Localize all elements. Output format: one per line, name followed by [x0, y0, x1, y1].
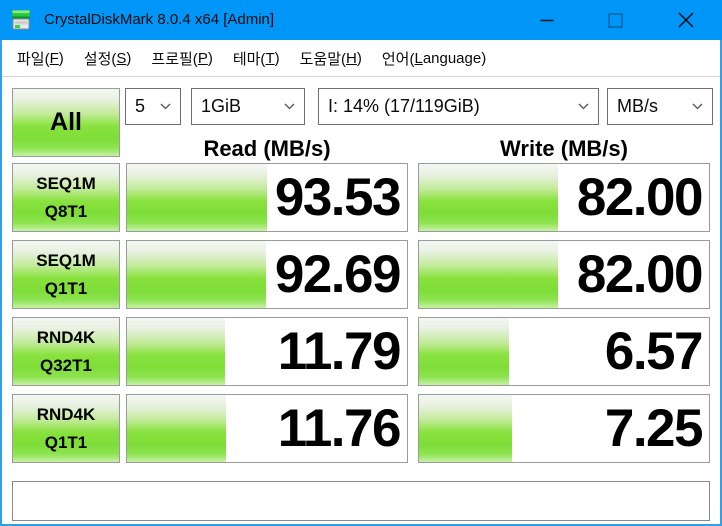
meter-fill-bar	[419, 318, 509, 385]
write-meter: 6.57	[418, 317, 710, 386]
test-label-line2: Q1T1	[44, 432, 88, 452]
write-meter: 82.00	[418, 240, 710, 309]
menu-text: )	[356, 49, 362, 67]
read-value: 11.76	[277, 399, 402, 458]
read-meter: 93.53	[126, 163, 408, 232]
menu-text: 설정(	[83, 50, 117, 68]
read-value: 11.79	[277, 322, 402, 381]
close-button[interactable]	[663, 0, 709, 40]
chevron-down-icon	[578, 103, 589, 110]
run-all-button[interactable]: All	[12, 88, 120, 157]
meter-fill-bar	[127, 318, 225, 385]
menu-text: 도움말(	[299, 50, 347, 68]
read-value: 93.53	[274, 168, 402, 227]
read-value: 92.69	[274, 245, 402, 304]
meter-fill-bar	[419, 164, 559, 231]
maximize-button[interactable]	[592, 0, 638, 40]
title-bar[interactable]: CrystalDiskMark 8.0.4 x64 [Admin]	[0, 0, 722, 40]
meter-fill-bar	[419, 395, 512, 462]
window-border-left	[0, 40, 2, 526]
menu-text: )	[274, 49, 280, 67]
test-size-select[interactable]: 1GiB	[191, 88, 305, 125]
maximize-icon	[607, 12, 623, 28]
read-meter: 92.69	[126, 240, 408, 309]
test-label-line1: RND4K	[36, 404, 96, 424]
test-label-line2: Q32T1	[40, 355, 92, 375]
read-meter: 11.76	[126, 394, 408, 463]
target-drive-value: I: 14% (17/119GiB)	[328, 96, 480, 116]
meter-fill-bar	[127, 395, 227, 462]
window-border-bottom	[0, 524, 722, 526]
chevron-down-icon	[160, 103, 171, 110]
read-meter: 11.79	[126, 317, 408, 386]
menu-help[interactable]: 도움말(H)	[290, 40, 372, 76]
menu-settings[interactable]: 설정(S)	[74, 40, 142, 76]
unit-value: MB/s	[617, 96, 659, 116]
menu-theme[interactable]: 테마(T)	[223, 40, 290, 76]
meter-fill-bar	[127, 241, 266, 308]
menu-profile[interactable]: 프로필(P)	[141, 40, 222, 76]
write-value: 82.00	[576, 168, 704, 227]
test-label-line2: Q1T1	[44, 278, 88, 298]
chevron-down-icon	[692, 103, 703, 110]
write-meter: 82.00	[418, 163, 710, 232]
write-value: 6.57	[604, 322, 704, 381]
test-count-value: 5	[135, 96, 146, 116]
comment-field[interactable]	[12, 481, 710, 521]
test-label-line1: SEQ1M	[36, 250, 96, 270]
menu-text: 테마(	[232, 50, 266, 68]
target-drive-select[interactable]: I: 14% (17/119GiB)	[318, 88, 599, 125]
menu-hotkey: P	[197, 49, 208, 67]
menu-hotkey: H	[346, 49, 357, 67]
test-button-seq1m-q1t1[interactable]: SEQ1M Q1T1	[12, 240, 120, 309]
chevron-down-icon	[284, 103, 295, 110]
menu-text: )	[126, 49, 132, 67]
app-logo-icon	[12, 10, 30, 30]
menu-hotkey: T	[265, 49, 275, 67]
minimize-icon	[540, 19, 554, 22]
test-label-line1: SEQ1M	[36, 173, 96, 193]
window-border-right	[720, 40, 722, 526]
menu-text: 파일(	[17, 50, 50, 68]
read-column-header: Read (MB/s)	[203, 136, 331, 161]
menu-text: anguage)	[422, 49, 487, 67]
unit-select[interactable]: MB/s	[607, 88, 713, 125]
menu-hotkey: S	[116, 49, 127, 67]
window-title: CrystalDiskMark 8.0.4 x64 [Admin]	[44, 11, 275, 28]
minimize-button[interactable]	[524, 0, 570, 40]
write-value: 82.00	[576, 245, 704, 304]
test-button-rnd4k-q1t1[interactable]: RND4K Q1T1	[12, 394, 120, 463]
test-label-line2: Q8T1	[44, 201, 88, 221]
menu-file[interactable]: 파일(F)	[7, 40, 74, 76]
menu-hotkey: L	[414, 49, 423, 67]
menu-hotkey: F	[49, 49, 59, 67]
test-count-select[interactable]: 5	[125, 88, 181, 125]
close-icon	[678, 12, 694, 28]
write-column-header: Write (MB/s)	[500, 136, 628, 161]
menu-text: 언어(	[381, 50, 415, 68]
menu-text: 프로필(	[151, 50, 198, 68]
test-button-seq1m-q8t1[interactable]: SEQ1M Q8T1	[12, 163, 120, 232]
write-meter: 7.25	[418, 394, 710, 463]
test-label-line1: RND4K	[36, 327, 96, 347]
test-size-value: 1GiB	[201, 96, 242, 116]
menu-text: )	[58, 49, 64, 67]
meter-fill-bar	[127, 164, 267, 231]
menu-text: )	[207, 49, 213, 67]
write-value: 7.25	[604, 399, 704, 458]
meter-fill-bar	[419, 241, 559, 308]
test-button-rnd4k-q32t1[interactable]: RND4K Q32T1	[12, 317, 120, 386]
